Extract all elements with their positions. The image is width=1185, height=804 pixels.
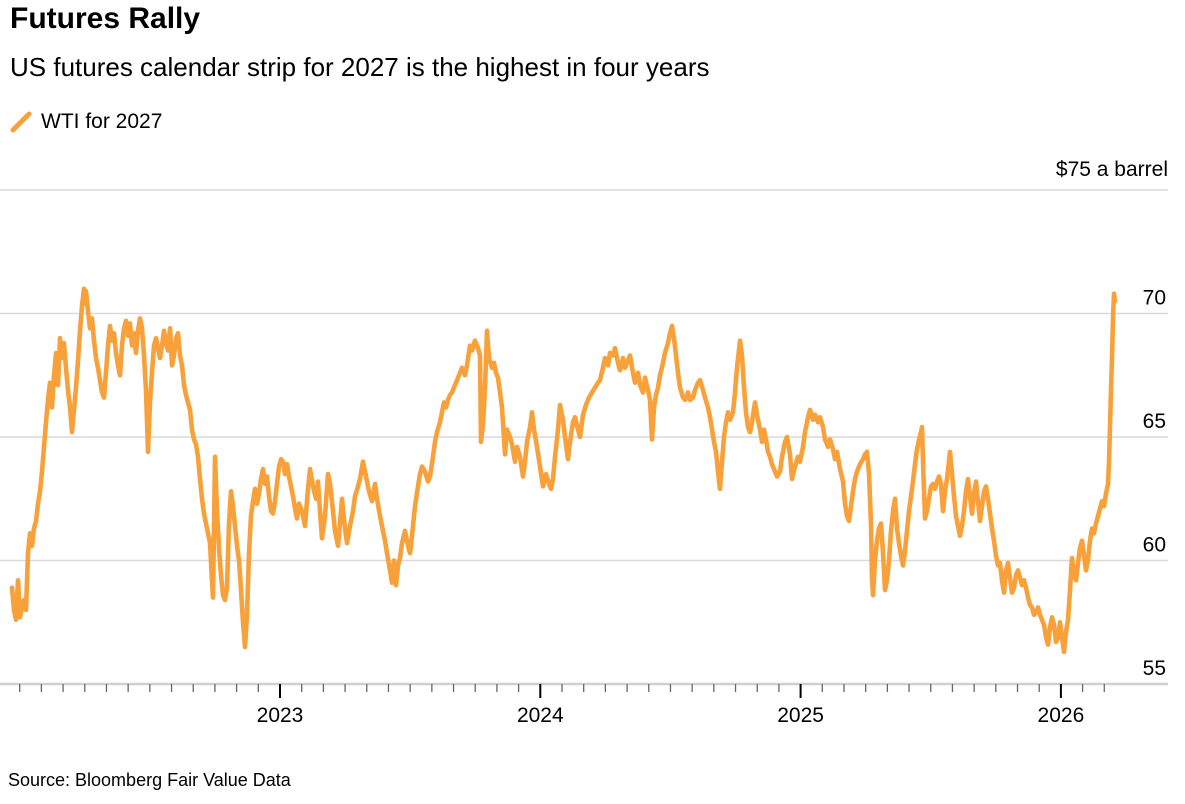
chart-subtitle: US futures calendar strip for 2027 is th… (10, 52, 710, 82)
x-tick-label: 2026 (1038, 704, 1085, 727)
y-tick-label: 65 (1143, 410, 1166, 433)
wti-price-line (9, 286, 1118, 655)
y-axis-unit-label: $75 a barrel (1055, 158, 1168, 181)
legend: WTI for 2027 (10, 108, 162, 136)
x-tick-label: 2025 (777, 704, 824, 727)
line-swatch-icon (10, 111, 32, 133)
y-tick-label: 70 (1143, 287, 1166, 310)
y-tick-label: 55 (1143, 657, 1166, 680)
x-tick-label: 2024 (517, 704, 564, 727)
page-title: Futures Rally (10, 2, 201, 35)
y-tick-label: 60 (1143, 534, 1166, 557)
source-note: Source: Bloomberg Fair Value Data (8, 770, 291, 790)
x-tick-label: 2023 (257, 704, 304, 727)
legend-label: WTI for 2027 (41, 110, 163, 133)
